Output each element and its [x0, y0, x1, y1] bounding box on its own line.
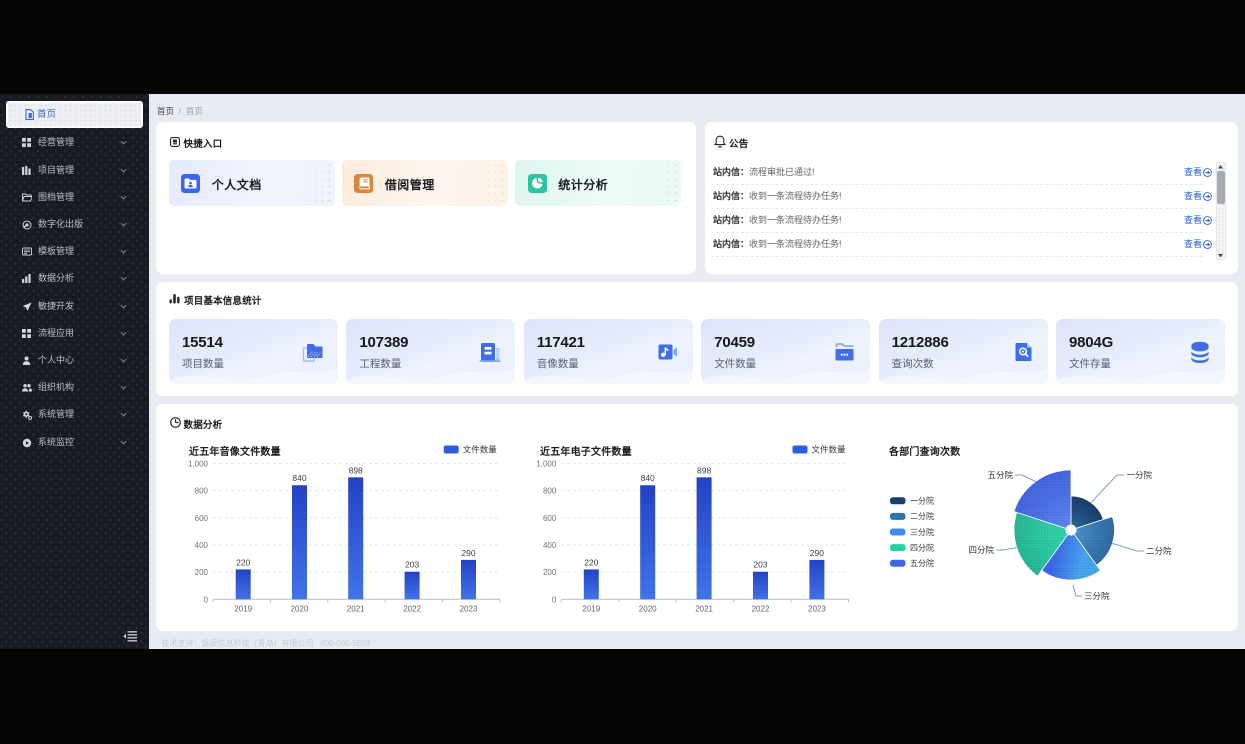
svg-text:203: 203 [405, 560, 419, 570]
svg-text:600: 600 [195, 514, 209, 523]
svg-text:1,000: 1,000 [188, 460, 209, 469]
svg-text:五分院: 五分院 [910, 558, 934, 568]
svg-text:2020: 2020 [291, 604, 309, 613]
svg-text:四分院: 四分院 [968, 545, 994, 555]
svg-text:1,000: 1,000 [536, 460, 557, 469]
svg-text:840: 840 [641, 473, 655, 483]
svg-text:2021: 2021 [347, 604, 365, 613]
svg-text:400: 400 [195, 541, 209, 550]
svg-text:898: 898 [697, 465, 711, 475]
svg-text:二分院: 二分院 [1146, 546, 1172, 556]
svg-text:800: 800 [195, 487, 209, 496]
svg-text:一分院: 一分院 [1127, 470, 1153, 480]
svg-text:2022: 2022 [403, 604, 421, 613]
svg-text:290: 290 [461, 548, 475, 558]
svg-text:2019: 2019 [582, 604, 600, 613]
svg-text:600: 600 [543, 514, 557, 523]
svg-text:400: 400 [543, 541, 557, 550]
svg-text:2020: 2020 [639, 604, 657, 613]
svg-text:2022: 2022 [752, 604, 770, 613]
svg-text:840: 840 [292, 473, 306, 483]
svg-text:一分院: 一分院 [910, 496, 934, 506]
svg-text:三分院: 三分院 [1084, 591, 1110, 601]
svg-text:203: 203 [753, 560, 767, 570]
svg-text:800: 800 [543, 487, 557, 496]
svg-text:五分院: 五分院 [987, 470, 1013, 480]
svg-text:290: 290 [810, 548, 824, 558]
svg-text:2023: 2023 [460, 604, 478, 613]
svg-text:220: 220 [584, 557, 598, 567]
svg-text:220: 220 [236, 557, 250, 567]
svg-text:898: 898 [349, 465, 363, 475]
svg-text:200: 200 [543, 568, 557, 577]
svg-text:2019: 2019 [234, 604, 252, 613]
svg-text:二分院: 二分院 [910, 511, 934, 521]
svg-text:2021: 2021 [695, 604, 713, 613]
svg-text:三分院: 三分院 [910, 527, 934, 537]
svg-text:0: 0 [204, 595, 209, 604]
svg-text:文件数量: 文件数量 [812, 445, 847, 455]
svg-text:0: 0 [552, 595, 557, 604]
svg-text:200: 200 [195, 568, 209, 577]
svg-text:文件数量: 文件数量 [463, 445, 498, 455]
svg-text:四分院: 四分院 [910, 542, 934, 552]
svg-text:2023: 2023 [808, 604, 826, 613]
